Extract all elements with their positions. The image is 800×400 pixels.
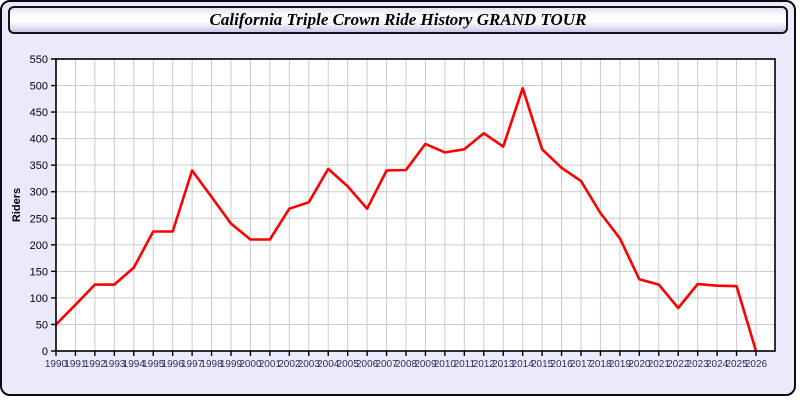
x-tick-label: 1991 — [64, 359, 87, 370]
y-tick-label: 200 — [30, 240, 48, 252]
y-tick-label: 150 — [30, 266, 48, 278]
x-tick-label: 1992 — [84, 359, 107, 370]
y-tick-label: 250 — [30, 213, 48, 225]
x-tick-label: 2019 — [609, 359, 632, 370]
riders-series-line — [54, 86, 758, 353]
x-tick-label: 1990 — [45, 359, 68, 370]
y-tick-label: 100 — [30, 293, 48, 305]
y-tick-label: 550 — [30, 54, 48, 66]
x-tick-label: 1993 — [103, 359, 126, 370]
x-axis — [55, 351, 757, 356]
x-tick-label: 2015 — [531, 359, 554, 370]
x-tick-label: 1998 — [200, 359, 223, 370]
x-tick-label: 2003 — [298, 359, 321, 370]
y-tick-label: 500 — [30, 81, 48, 93]
x-tick-label: 2020 — [628, 359, 651, 370]
x-tick-label: 1997 — [181, 359, 204, 370]
x-tick-label: 2026 — [745, 359, 768, 370]
x-tick-label: 2014 — [512, 359, 535, 370]
y-axis-label: Riders — [11, 188, 23, 222]
y-tick-label: 350 — [30, 160, 48, 172]
y-tick-label: 450 — [30, 107, 48, 119]
x-tick-label: 2013 — [492, 359, 515, 370]
y-tick-label: 400 — [30, 134, 48, 146]
x-tick-label: 2016 — [550, 359, 573, 370]
x-tick-label: 1999 — [220, 359, 243, 370]
y-tick-label: 300 — [30, 187, 48, 199]
x-tick-label: 2023 — [687, 359, 710, 370]
x-tick-label: 2022 — [667, 359, 690, 370]
x-tick-label: 2024 — [706, 359, 729, 370]
title-bar: California Triple Crown Ride History GRA… — [8, 6, 788, 34]
y-tick-label: 0 — [42, 346, 48, 358]
x-tick-label: 2012 — [473, 359, 496, 370]
x-tick-label: 1995 — [142, 359, 165, 370]
x-tick-label: 2007 — [375, 359, 398, 370]
y-tick-label: 50 — [36, 319, 48, 331]
x-tick-label: 2009 — [414, 359, 437, 370]
page-title: California Triple Crown Ride History GRA… — [209, 10, 587, 29]
x-tick-label: 2002 — [278, 359, 301, 370]
ride-history-line — [54, 86, 758, 353]
chart-svg: 1990199119921993199419951996199719981999… — [11, 54, 776, 370]
x-tick-label: 2021 — [648, 359, 671, 370]
x-tick-label: 2017 — [570, 359, 593, 370]
x-tick-label: 2006 — [356, 359, 379, 370]
x-tick-label: 2005 — [337, 359, 360, 370]
x-tick-label: 2025 — [725, 359, 748, 370]
x-tick-label: 2004 — [317, 359, 340, 370]
x-tick-label: 2010 — [434, 359, 457, 370]
plot-background — [56, 59, 775, 351]
plot-frame — [55, 58, 776, 352]
x-tick-label: 2008 — [395, 359, 418, 370]
x-tick-label: 2018 — [589, 359, 612, 370]
y-axis-label-group: Riders — [11, 188, 23, 222]
y-tick-labels: 0 50 100 150 200 250 300 350 400 450 500 550 — [30, 54, 48, 358]
x-tick-label: 1994 — [123, 359, 146, 370]
x-tick-label: 2000 — [239, 359, 262, 370]
y-axis — [51, 58, 56, 352]
x-tick-label: 1996 — [162, 359, 185, 370]
x-tick-labels: 1990199119921993199419951996199719981999… — [45, 359, 768, 370]
x-tick-label: 2011 — [454, 359, 476, 370]
x-tick-label: 2001 — [259, 359, 282, 370]
